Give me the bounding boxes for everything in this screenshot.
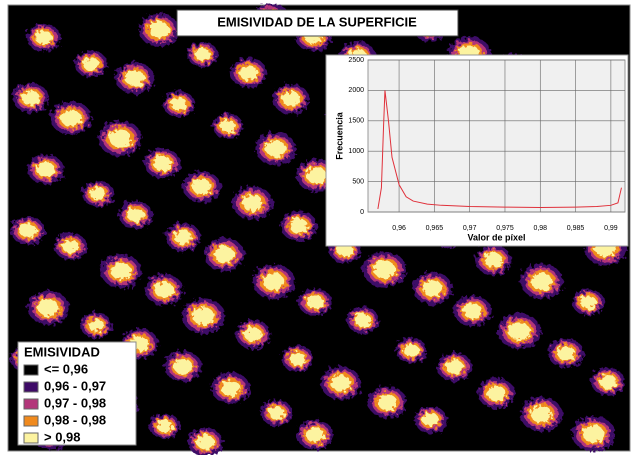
- blob: [557, 346, 575, 361]
- blob: [244, 327, 262, 341]
- x-tick-label: 0,97: [463, 225, 477, 232]
- blob: [214, 246, 234, 263]
- blob: [331, 375, 351, 392]
- blob: [174, 230, 192, 244]
- map-title: EMISIVIDAD DE LA SUPERFICIE: [217, 14, 417, 29]
- blob: [484, 253, 502, 268]
- legend-swatch: [24, 365, 38, 375]
- blob: [265, 140, 285, 157]
- blob: [154, 282, 173, 298]
- legend-label: > 0,98: [44, 429, 81, 444]
- blob: [149, 22, 169, 39]
- blob: [307, 295, 324, 309]
- blob: [355, 314, 371, 327]
- blob: [531, 273, 552, 290]
- y-tick-label: 2500: [348, 57, 364, 64]
- blob: [35, 31, 52, 45]
- x-tick-label: 0,965: [426, 225, 444, 232]
- y-tick-label: 2000: [348, 87, 364, 94]
- blob: [221, 380, 240, 396]
- blob: [171, 97, 187, 110]
- blob: [290, 219, 308, 234]
- blob: [90, 187, 106, 200]
- blob: [111, 263, 132, 280]
- blob: [306, 167, 326, 183]
- blob: [282, 91, 300, 106]
- blob: [242, 195, 262, 212]
- x-tick-label: 0,99: [604, 225, 618, 232]
- y-axis-label: Frecuencia: [334, 111, 344, 160]
- x-tick-label: 0,98: [533, 225, 547, 232]
- y-tick-label: 500: [352, 178, 364, 185]
- blob: [127, 208, 144, 222]
- blob: [19, 224, 36, 238]
- blob: [197, 435, 215, 449]
- y-tick-label: 1000: [348, 148, 364, 155]
- blob: [239, 65, 257, 80]
- legend-swatch: [24, 382, 38, 392]
- blob: [195, 48, 210, 61]
- x-tick-label: 0,975: [496, 225, 514, 232]
- legend-label: 0,98 - 0,98: [44, 412, 106, 427]
- blob: [599, 375, 616, 389]
- blob: [403, 344, 419, 357]
- blob: [174, 359, 193, 374]
- blob: [580, 296, 596, 309]
- blob: [487, 386, 506, 401]
- blob: [38, 299, 59, 316]
- legend-swatch: [24, 416, 38, 426]
- legend-label: <= 0,96: [44, 361, 88, 376]
- blob: [531, 406, 552, 423]
- blob: [61, 110, 82, 127]
- blob: [62, 239, 78, 252]
- blob: [378, 394, 397, 410]
- y-tick-label: 1500: [348, 118, 364, 125]
- blob: [88, 319, 104, 332]
- legend-label: 0,96 - 0,97: [44, 378, 106, 393]
- blob: [583, 425, 605, 443]
- legend-label: 0,97 - 0,98: [44, 395, 106, 410]
- blob: [109, 129, 131, 147]
- x-axis-label: Valor de píxel: [467, 232, 525, 242]
- blob: [153, 156, 171, 171]
- blob: [157, 420, 172, 433]
- plot-area: [368, 60, 625, 212]
- map: EMISIVIDAD DE LA SUPERFICIE 0 500 1000 1500…: [0, 0, 634, 455]
- y-tick-label: 0: [360, 209, 364, 216]
- x-tick-label: 0,96: [392, 225, 406, 232]
- legend-title: EMISIVIDAD: [24, 344, 100, 359]
- blob: [22, 90, 40, 105]
- blob: [423, 280, 443, 296]
- legend-swatch: [24, 433, 38, 443]
- blob: [463, 303, 482, 318]
- blob: [289, 352, 305, 365]
- legend-swatch: [24, 399, 38, 409]
- blob: [446, 360, 464, 374]
- blob: [374, 261, 396, 279]
- blob: [192, 307, 214, 325]
- blob: [423, 413, 439, 426]
- blob: [220, 120, 235, 133]
- blob: [306, 427, 324, 442]
- blob: [125, 70, 145, 86]
- blob: [508, 322, 530, 340]
- blob: [37, 162, 55, 177]
- blob: [83, 57, 99, 70]
- blob: [263, 273, 284, 290]
- x-tick-label: 0,985: [567, 225, 585, 232]
- blob: [192, 179, 211, 195]
- blob: [269, 406, 285, 419]
